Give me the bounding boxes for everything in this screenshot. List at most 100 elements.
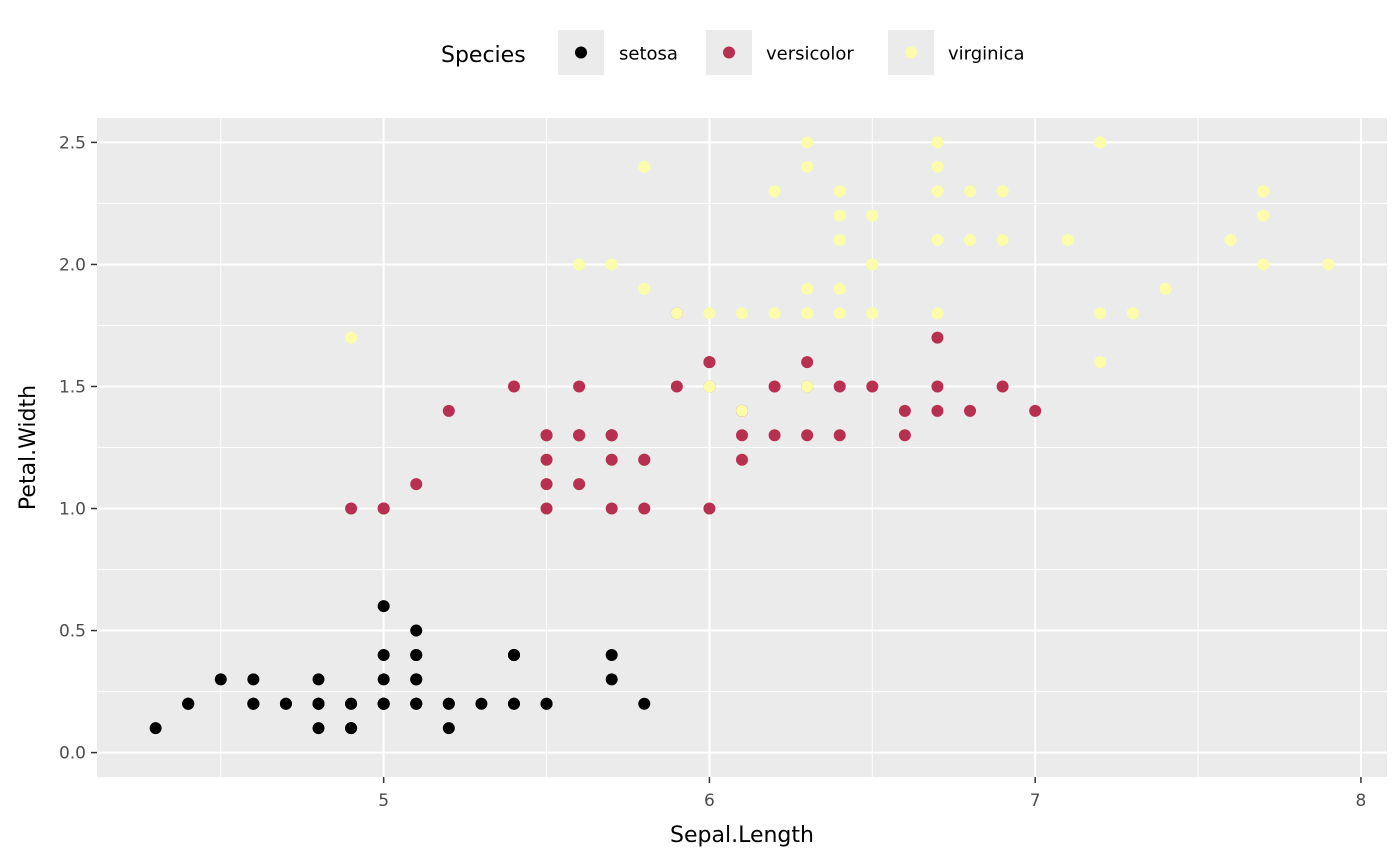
legend-title: Species <box>441 43 526 68</box>
legend-key-virginica <box>905 46 917 59</box>
point-virginica <box>801 160 814 173</box>
point-setosa <box>247 673 260 686</box>
point-versicolor <box>736 453 748 466</box>
point-virginica <box>573 258 586 271</box>
point-versicolor <box>410 478 423 491</box>
gridlines <box>97 118 1387 777</box>
point-versicolor <box>964 404 977 417</box>
legend-key-setosa <box>575 46 587 59</box>
point-virginica <box>931 160 944 173</box>
y-tick-label: 2.5 <box>59 133 86 153</box>
point-versicolor <box>573 380 586 393</box>
point-versicolor <box>801 356 814 369</box>
point-virginica <box>1224 234 1237 247</box>
point-virginica <box>638 282 651 295</box>
point-virginica <box>866 209 879 222</box>
point-versicolor <box>703 356 716 369</box>
point-setosa <box>410 648 423 661</box>
point-virginica <box>833 307 846 320</box>
point-virginica <box>866 307 879 320</box>
y-tick-label: 0.5 <box>59 622 86 642</box>
point-virginica <box>345 331 358 344</box>
point-versicolor <box>638 453 651 466</box>
point-setosa <box>345 722 358 735</box>
point-versicolor <box>898 404 911 417</box>
point-virginica <box>1094 136 1107 149</box>
point-setosa <box>214 673 227 686</box>
point-virginica <box>1094 307 1107 320</box>
point-versicolor <box>442 404 455 417</box>
point-virginica <box>736 404 748 417</box>
point-virginica <box>703 307 716 320</box>
point-setosa <box>377 697 390 710</box>
point-virginica <box>931 307 944 320</box>
legend-label-virginica: virginica <box>948 44 1025 65</box>
point-versicolor <box>573 478 586 491</box>
point-setosa <box>345 697 358 710</box>
point-virginica <box>931 185 944 198</box>
x-axis-title: Sepal.Length <box>670 823 814 848</box>
point-virginica <box>931 234 944 247</box>
point-setosa <box>475 697 488 710</box>
point-virginica <box>1322 258 1335 271</box>
point-virginica <box>1061 234 1074 247</box>
point-setosa <box>442 697 455 710</box>
point-virginica <box>801 136 814 149</box>
y-tick-label: 2.0 <box>59 255 86 275</box>
legend-label-setosa: setosa <box>619 44 678 65</box>
point-virginica <box>605 258 618 271</box>
point-versicolor <box>345 502 358 515</box>
point-versicolor <box>540 453 553 466</box>
point-virginica <box>833 185 846 198</box>
point-versicolor <box>703 502 716 515</box>
point-virginica <box>964 234 977 247</box>
point-virginica <box>996 185 1009 198</box>
x-tick-label: 5 <box>378 791 389 811</box>
point-virginica <box>768 185 781 198</box>
point-versicolor <box>801 429 814 442</box>
point-setosa <box>442 722 455 735</box>
point-versicolor <box>768 380 781 393</box>
point-versicolor <box>996 380 1009 393</box>
point-setosa <box>605 673 618 686</box>
x-tick-label: 8 <box>1356 791 1367 811</box>
x-tick-label: 7 <box>1030 791 1041 811</box>
point-versicolor <box>898 429 911 442</box>
point-setosa <box>182 697 195 710</box>
point-virginica <box>801 307 814 320</box>
point-virginica <box>1126 307 1139 320</box>
point-versicolor <box>605 453 618 466</box>
point-virginica <box>1257 185 1270 198</box>
point-versicolor <box>540 429 553 442</box>
point-virginica <box>638 160 651 173</box>
series-setosa <box>149 600 651 735</box>
point-setosa <box>410 624 423 637</box>
point-versicolor <box>573 429 586 442</box>
point-virginica <box>833 234 846 247</box>
legend-label-versicolor: versicolor <box>766 44 854 65</box>
point-setosa <box>377 648 390 661</box>
point-virginica <box>866 258 879 271</box>
point-versicolor <box>670 380 683 393</box>
point-versicolor <box>377 502 390 515</box>
legend: Species setosa versicolor virginica <box>441 30 1025 75</box>
y-tick-label: 0.0 <box>59 744 86 764</box>
point-virginica <box>996 234 1009 247</box>
point-versicolor <box>540 502 553 515</box>
point-versicolor <box>540 478 553 491</box>
y-axis-title: Petal.Width <box>16 385 41 510</box>
point-versicolor <box>931 331 944 344</box>
point-versicolor <box>768 429 781 442</box>
point-virginica <box>736 307 748 320</box>
point-setosa <box>605 648 618 661</box>
point-versicolor <box>866 380 879 393</box>
point-setosa <box>312 697 325 710</box>
point-virginica <box>833 209 846 222</box>
point-virginica <box>931 136 944 149</box>
point-setosa <box>638 697 651 710</box>
point-setosa <box>312 722 325 735</box>
point-setosa <box>410 673 423 686</box>
x-tick-label: 6 <box>704 791 715 811</box>
point-versicolor <box>833 380 846 393</box>
